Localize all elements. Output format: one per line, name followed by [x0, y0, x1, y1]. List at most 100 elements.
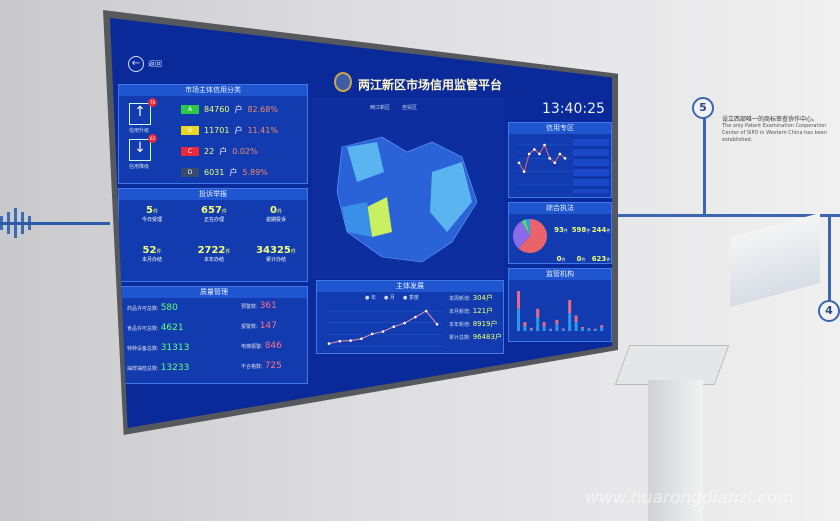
data-point — [548, 157, 551, 160]
wall-caption: 设立西部唯一的商标审查协作中心。 The only Patent Examinat… — [722, 116, 828, 143]
growth-period-radio[interactable]: ● 季度 — [402, 295, 419, 301]
growth-period-radio[interactable]: ● 月 — [383, 295, 395, 301]
radio-label: 月 — [389, 295, 395, 301]
quality-row: 报警数: 147 — [241, 321, 277, 331]
district-map[interactable] — [312, 112, 504, 282]
bar-segment — [523, 326, 527, 331]
grade-percent: 82.68% — [247, 105, 278, 114]
clock: 13:40:25 — [542, 101, 605, 117]
grade-unit: 户 — [234, 105, 243, 114]
kiosk-pole — [648, 380, 703, 521]
quality-label: 抽样抽检总数: — [127, 366, 159, 372]
quality-value: 147 — [259, 321, 277, 331]
map-region[interactable] — [342, 202, 372, 237]
quality-row: 特种设备总数: 31313 — [127, 343, 189, 353]
stat-label: 正在办理 — [203, 217, 224, 223]
data-point — [553, 161, 557, 165]
bar-segment — [555, 324, 559, 331]
grade-count: 11701 — [204, 126, 230, 135]
stat-value: 0 — [576, 255, 582, 263]
enforcement-stat: 623件 — [591, 246, 611, 265]
wall-illustration — [730, 212, 820, 308]
kiosk-stand — [614, 345, 730, 385]
stat-unit: 件 — [225, 249, 231, 255]
data-point — [338, 339, 342, 343]
map-panel: 两江新区 自贸区 — [312, 98, 504, 278]
back-button[interactable]: ← 返回 — [128, 56, 162, 72]
enforcement-pie-chart — [513, 219, 547, 253]
quality-value: 361 — [259, 301, 277, 311]
arrow-up-icon: ↑ — [134, 104, 146, 120]
quality-row: 预警数: 361 — [241, 301, 277, 311]
map-region-highlight[interactable] — [367, 197, 392, 237]
radio-label: 季度 — [408, 295, 419, 301]
quality-label: 不合格数: — [241, 364, 263, 370]
growth-period-radio[interactable]: ● 年 — [365, 295, 376, 301]
complaint-stat: 2722件 本年办结 — [185, 245, 243, 263]
enforcement-panel: 综合执法 93件 598件 244件 0件 0件 623件 — [508, 202, 612, 264]
growth-stat: 累计总数: 96483户 — [449, 332, 502, 345]
grade-percent: 5.89% — [242, 168, 268, 177]
bar-segment — [587, 328, 591, 330]
stat-value: 121户 — [472, 307, 494, 315]
credit-zone-line-chart — [517, 143, 571, 186]
grade-unit: 户 — [234, 126, 243, 135]
stat-unit: 件 — [290, 249, 296, 255]
bar-segment — [549, 329, 552, 331]
complaint-stat: 657件 正在办理 — [185, 205, 243, 223]
stat-label: 累计总数: — [449, 335, 471, 341]
data-point — [558, 152, 562, 156]
bar-segment — [581, 328, 584, 331]
map-region[interactable] — [430, 162, 472, 232]
stat-value: 8919户 — [472, 320, 498, 328]
complaint-stat: 52件 本月办结 — [123, 245, 181, 263]
quality-row: 药品许可总数: 580 — [127, 303, 178, 313]
bar-segment — [561, 328, 565, 330]
data-point — [381, 330, 385, 333]
stat-unit: 件 — [581, 257, 586, 262]
map-legend-item[interactable]: 两江新区 — [370, 105, 391, 111]
stat-value: 304户 — [472, 294, 494, 302]
down-label: 信用降级 — [129, 164, 150, 170]
bar-segment — [555, 319, 559, 325]
watermark: www.huarongdianzi.com — [585, 488, 795, 508]
growth-stat: 本年新增: 8919户 — [449, 319, 502, 332]
growth-line-chart — [327, 309, 443, 347]
enforcement-stat: 93件 — [551, 217, 571, 236]
timeline-marker-4: 4 — [818, 300, 840, 322]
bar-segment — [568, 299, 572, 314]
back-arrow-icon: ← — [128, 56, 144, 72]
data-point — [360, 337, 363, 341]
stat-label: 本年新增: — [449, 322, 471, 328]
stat-value: 52 — [142, 245, 157, 256]
quality-value: 31313 — [160, 343, 190, 353]
complaint-stat: 34325件 累计办结 — [247, 245, 305, 263]
series-line — [518, 143, 566, 173]
data-point — [424, 309, 428, 313]
credit-up-button[interactable]: ↑ 78 — [129, 98, 157, 125]
page-title: 两江新区市场信用监管平台 — [358, 78, 503, 92]
grade-count: 6031 — [204, 168, 225, 177]
data-point — [370, 332, 374, 336]
map-legend-item[interactable]: 自贸区 — [402, 105, 418, 111]
stat-unit: 件 — [586, 228, 591, 233]
bar-segment — [581, 327, 584, 329]
bar-segment — [536, 308, 540, 318]
map-region[interactable] — [347, 142, 384, 182]
grade-badge: C — [181, 147, 199, 156]
stat-unit: 件 — [563, 228, 568, 233]
pie-slice — [525, 219, 530, 236]
bar-segment — [561, 329, 565, 331]
stat-value: 34325 — [256, 245, 291, 256]
bar-segment — [536, 317, 540, 331]
credit-down-button[interactable]: ↓ 63 — [129, 134, 157, 161]
dashboard-screen: ← 返回 两江新区市场信用监管平台 13:40:25 市场主体信用分类 ↑ 78 … — [110, 18, 612, 428]
bar-segment — [542, 322, 546, 327]
grade-row: C 22 户 0.02% — [181, 141, 306, 162]
enforcement-stat: 0件 — [551, 246, 571, 265]
grade-unit: 户 — [219, 147, 228, 156]
data-point — [403, 321, 406, 325]
stat-label: 本月新增: — [449, 309, 471, 315]
stat-value: 657 — [201, 205, 222, 216]
quality-label: 特种设备总数: — [127, 346, 159, 352]
